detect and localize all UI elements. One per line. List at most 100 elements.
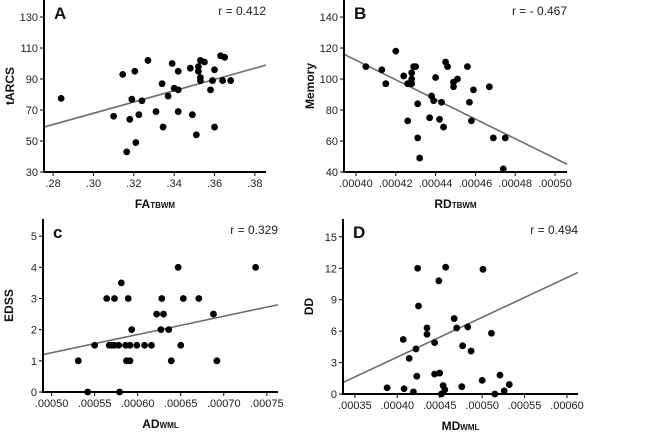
data-point: [148, 341, 155, 349]
y-tick-label: 110: [20, 43, 38, 55]
x-tick-label: .00045: [423, 400, 457, 412]
y-axis-label: DD: [302, 298, 316, 316]
x-tick-label: .00050: [35, 398, 69, 410]
data-point: [392, 47, 400, 55]
x-axis-label-subscript: WML: [460, 423, 479, 432]
panel-letter: B: [354, 4, 366, 23]
data-point: [167, 357, 175, 365]
data-point: [450, 83, 457, 91]
panel-letter: D: [353, 223, 365, 242]
data-point: [174, 67, 182, 75]
data-point: [453, 324, 461, 332]
data-point: [450, 315, 458, 322]
data-point: [405, 354, 413, 362]
data-point: [440, 123, 447, 131]
data-point: [436, 115, 443, 123]
y-axis-label: EDSS: [2, 289, 16, 322]
data-point: [485, 83, 493, 91]
y-tick-label: 6: [331, 326, 337, 338]
data-point: [444, 63, 451, 71]
correlation-annotation: r = 0.412: [218, 4, 266, 18]
data-point: [467, 347, 475, 355]
y-tick-label: 50: [26, 136, 38, 148]
y-tick-label: 80: [326, 105, 338, 117]
x-tick-label: .00065: [164, 398, 198, 410]
data-point: [436, 369, 444, 377]
data-point: [192, 131, 200, 139]
data-point: [499, 165, 507, 173]
y-tick-label: 3: [31, 293, 37, 305]
x-axis-label-subscript: TBWM: [150, 201, 175, 210]
data-point: [488, 329, 495, 337]
data-point: [408, 80, 416, 88]
data-point: [213, 357, 221, 365]
x-axis-label-main: AD: [142, 417, 160, 431]
data-point: [197, 77, 204, 84]
data-point: [177, 341, 185, 349]
data-point: [416, 154, 424, 162]
x-axis-label-main: MD: [442, 419, 461, 433]
data-point: [159, 123, 167, 131]
regression-line: [342, 271, 579, 384]
data-point: [426, 114, 434, 122]
x-tick-label: .00040: [339, 178, 373, 190]
y-tick-label: 1: [31, 356, 37, 368]
x-axis-label-subscript: TBWM: [452, 201, 477, 210]
correlation-annotation: r = 0.494: [530, 223, 578, 237]
x-tick-label: .00035: [338, 400, 372, 412]
data-point: [382, 80, 390, 88]
y-tick-label: 40: [326, 167, 338, 179]
data-point: [415, 302, 422, 310]
data-point: [186, 64, 194, 72]
data-point: [144, 57, 152, 64]
data-point: [252, 263, 260, 271]
data-point: [188, 111, 196, 119]
data-point: [160, 310, 167, 318]
data-point: [413, 372, 421, 380]
data-point: [128, 326, 136, 334]
panel-letter: A: [54, 4, 66, 23]
y-tick-label: 100: [320, 74, 338, 86]
x-axis-label: RDTBWM: [434, 197, 477, 211]
y-tick-label: 5: [31, 231, 37, 243]
data-point: [91, 341, 99, 349]
data-point: [141, 341, 148, 349]
data-point: [454, 75, 461, 83]
data-point: [119, 70, 127, 78]
data-point: [423, 324, 431, 332]
data-point: [459, 342, 467, 350]
data-point: [194, 63, 202, 71]
x-tick-label: .00042: [379, 178, 413, 190]
data-point: [110, 112, 118, 120]
data-point: [423, 330, 431, 338]
regression-line: [343, 53, 568, 165]
x-tick-label: .00060: [121, 398, 155, 410]
x-tick-label: .36: [207, 178, 222, 190]
data-point: [442, 263, 450, 271]
data-point: [464, 63, 471, 71]
x-tick-label: .00044: [419, 178, 453, 190]
data-point: [111, 295, 118, 302]
data-point: [400, 72, 408, 80]
data-point: [500, 387, 508, 395]
x-tick-label: .38: [247, 178, 262, 190]
y-tick-label: 0: [331, 389, 337, 401]
x-axis-label: FATBWM: [135, 197, 176, 211]
data-point: [195, 295, 203, 302]
y-tick-label: 9: [331, 295, 337, 307]
data-point: [123, 148, 131, 156]
y-tick-label: 140: [320, 12, 338, 24]
data-point: [479, 265, 487, 273]
y-tick-label: 90: [26, 74, 38, 86]
data-point: [126, 341, 134, 349]
data-point: [466, 98, 473, 106]
data-point: [470, 86, 477, 94]
data-point: [505, 381, 513, 388]
data-point: [117, 279, 125, 287]
data-point: [383, 384, 391, 392]
data-point: [400, 385, 408, 393]
data-point: [209, 77, 216, 84]
data-point: [103, 295, 111, 302]
x-tick-label: .00075: [250, 398, 284, 410]
x-tick-label: .00046: [459, 178, 493, 190]
